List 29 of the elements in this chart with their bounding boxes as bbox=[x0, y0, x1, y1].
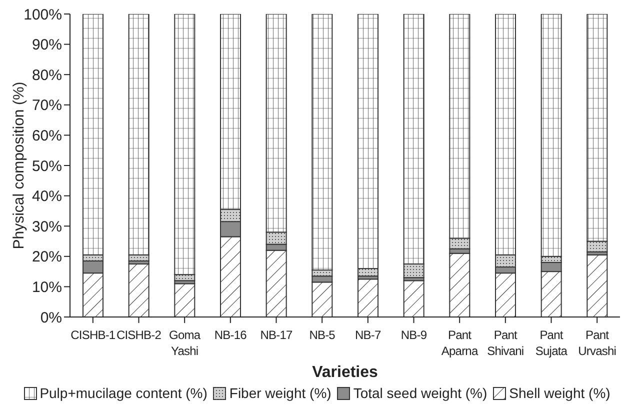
y-tick-label: 0% bbox=[40, 309, 62, 326]
x-tick-label: Pant Shivani bbox=[487, 328, 524, 358]
x-tick-label: Goma Yashi bbox=[169, 328, 201, 358]
legend-label: Shell weight (%) bbox=[509, 385, 610, 401]
x-tick-label: CISHB-2 bbox=[116, 328, 162, 342]
x-tick-label: NB-9 bbox=[400, 328, 428, 342]
y-tick-label: 70% bbox=[32, 97, 62, 114]
x-tick-label: Pant Urvashi bbox=[578, 328, 616, 358]
y-tick-label: 20% bbox=[32, 248, 62, 266]
y-tick-label: 50% bbox=[32, 158, 62, 175]
legend-label: Total seed weight (%) bbox=[353, 385, 488, 401]
y-tick-label: 40% bbox=[32, 188, 62, 206]
y-tick-label: 90% bbox=[32, 36, 62, 54]
x-tick-label: NB-7 bbox=[355, 328, 382, 342]
y-tick-label: 60% bbox=[32, 128, 62, 145]
x-tick-label: CISHB-1 bbox=[70, 328, 116, 342]
y-axis-title: Physical composition (%) bbox=[10, 82, 28, 250]
x-tick-label: Pant Aparna bbox=[441, 328, 478, 358]
x-tick-label: NB-5 bbox=[309, 328, 336, 342]
y-tick-label: 80% bbox=[32, 66, 62, 84]
y-tick-label: 100% bbox=[24, 6, 62, 24]
x-axis-title: Varieties bbox=[312, 364, 378, 381]
x-tick-label: NB-16 bbox=[214, 328, 248, 342]
legend-label: Fiber weight (%) bbox=[229, 385, 332, 401]
x-tick-label: NB-17 bbox=[260, 328, 293, 342]
x-tick-label: Pant Sujata bbox=[535, 328, 568, 358]
legend-label: Pulp+mucilage content (%) bbox=[40, 385, 208, 401]
y-tick-label: 10% bbox=[32, 279, 62, 296]
y-tick-label: 30% bbox=[32, 218, 62, 236]
